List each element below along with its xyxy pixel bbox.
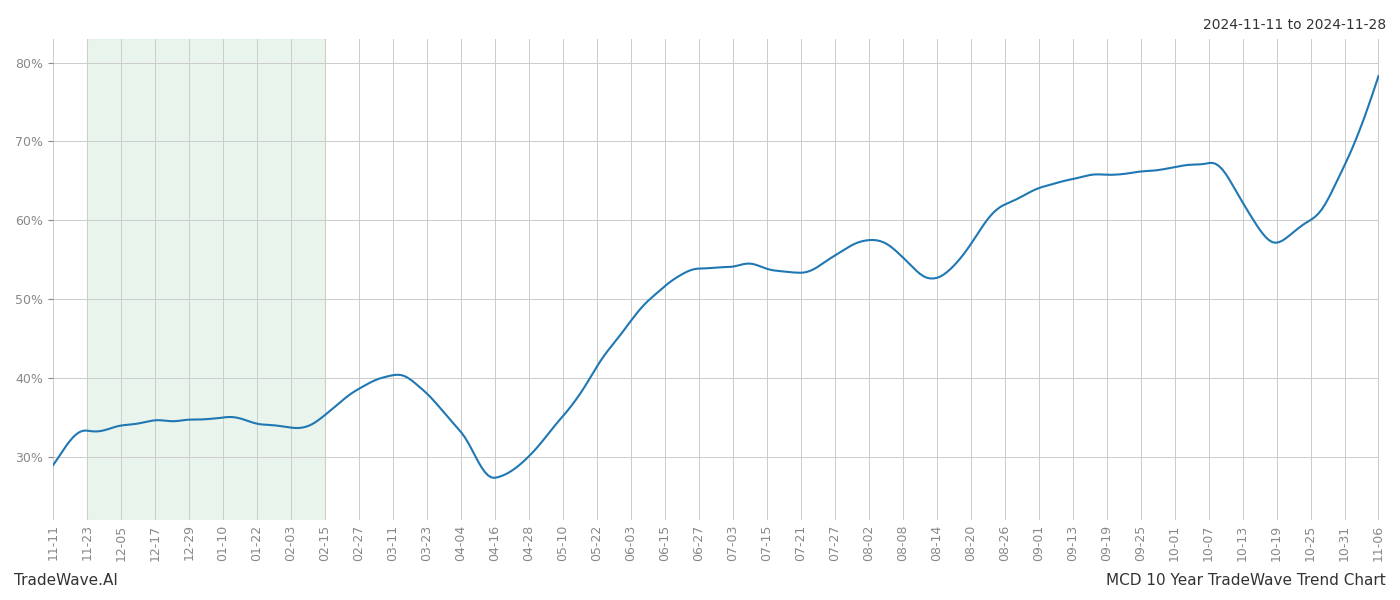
Text: TradeWave.AI: TradeWave.AI	[14, 573, 118, 588]
Text: 2024-11-11 to 2024-11-28: 2024-11-11 to 2024-11-28	[1203, 18, 1386, 32]
Bar	[87, 39, 325, 520]
Text: MCD 10 Year TradeWave Trend Chart: MCD 10 Year TradeWave Trend Chart	[1106, 573, 1386, 588]
